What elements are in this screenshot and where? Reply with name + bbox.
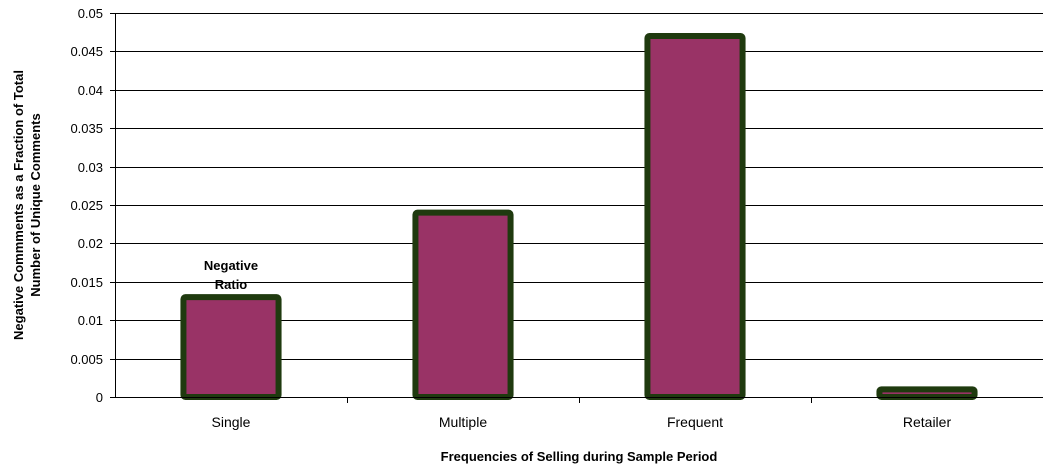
y-tick-label: 0.005: [70, 352, 103, 367]
y-tick-label: 0.05: [78, 6, 103, 21]
y-tick-labels: 0 0.005 0.01 0.015 0.02 0.025 0.03 0.035 0.04 0.0…: [70, 6, 103, 405]
bars: [180, 33, 978, 401]
y-tick-label: 0.025: [70, 198, 103, 213]
bar-frequent: [644, 33, 746, 400]
x-tick-label: Retailer: [903, 414, 952, 430]
axes: [110, 13, 1043, 403]
bar-multiple: [412, 209, 514, 400]
x-tick-label: Single: [212, 414, 251, 430]
y-tick-label: 0.015: [70, 275, 103, 290]
y-axis-title-line: Negative Commments as a Fraction of Tota…: [11, 70, 26, 340]
x-axis-title: Frequencies of Selling during Sample Per…: [441, 449, 718, 464]
x-tick-label: Frequent: [667, 414, 723, 430]
bar-single: [180, 294, 282, 400]
bar-annotation: Negative Ratio: [204, 258, 258, 292]
y-tick-label: 0: [96, 390, 103, 405]
annotation-line: Negative: [204, 258, 258, 273]
bar-retailer: [876, 386, 978, 401]
y-tick-label: 0.02: [78, 236, 103, 251]
annotation-line: Ratio: [215, 277, 248, 292]
y-axis-title: Negative Commments as a Fraction of Tota…: [11, 70, 43, 340]
x-category-labels: Single Multiple Frequent Retailer: [212, 414, 952, 430]
x-tick-label: Multiple: [439, 414, 487, 430]
y-tick-label: 0.01: [78, 313, 103, 328]
y-axis-title-line: Number of Unique Comments: [28, 113, 43, 296]
y-tick-label: 0.045: [70, 44, 103, 59]
y-tick-label: 0.04: [78, 83, 103, 98]
y-tick-label: 0.035: [70, 121, 103, 136]
y-tick-label: 0.03: [78, 160, 103, 175]
